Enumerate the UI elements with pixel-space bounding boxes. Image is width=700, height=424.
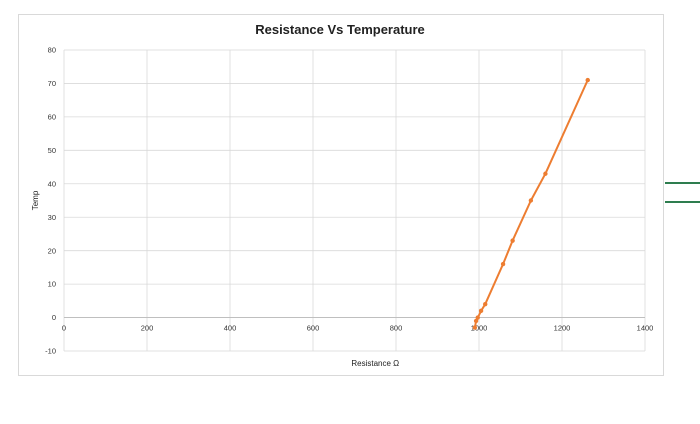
- data-point: [543, 171, 548, 176]
- x-tick-label: 200: [141, 324, 154, 333]
- data-point: [500, 261, 506, 267]
- gridlines: [63, 49, 646, 352]
- chart-title: Resistance Vs Temperature: [255, 22, 425, 37]
- series-temp: [472, 77, 590, 330]
- data-point: [585, 77, 590, 83]
- x-tick-label: 800: [390, 324, 403, 333]
- y-tick-label: 40: [48, 179, 56, 188]
- data-point: [472, 325, 478, 330]
- data-point: [510, 238, 515, 243]
- y-tick-label: 0: [52, 313, 56, 322]
- x-axis-title: Resistance Ω: [351, 359, 399, 368]
- x-tick-label: 400: [224, 324, 237, 333]
- y-tick-label: 80: [48, 46, 56, 55]
- y-tick-label: 10: [48, 280, 56, 289]
- green-line-lower: [665, 201, 700, 203]
- x-tick-label: 600: [307, 324, 320, 333]
- green-line-upper: [665, 182, 700, 184]
- y-tick-label: 60: [48, 112, 56, 121]
- y-tick-label: 30: [48, 213, 56, 222]
- data-point: [483, 301, 488, 307]
- y-tick-label: -10: [45, 347, 56, 356]
- x-tick-label: 1000: [471, 324, 488, 333]
- x-tick-label: 1400: [637, 324, 654, 333]
- y-tick-label: 20: [48, 246, 56, 255]
- data-point: [475, 315, 480, 320]
- data-point: [528, 198, 534, 203]
- y-tick-label: 50: [48, 146, 56, 155]
- x-tick-label: 0: [62, 324, 66, 333]
- y-axis-title: Temp: [31, 190, 40, 210]
- x-tick-label: 1200: [554, 324, 571, 333]
- data-point: [478, 308, 484, 314]
- y-tick-label: 70: [48, 79, 56, 88]
- chart-area: [18, 14, 664, 376]
- data-point: [473, 318, 479, 324]
